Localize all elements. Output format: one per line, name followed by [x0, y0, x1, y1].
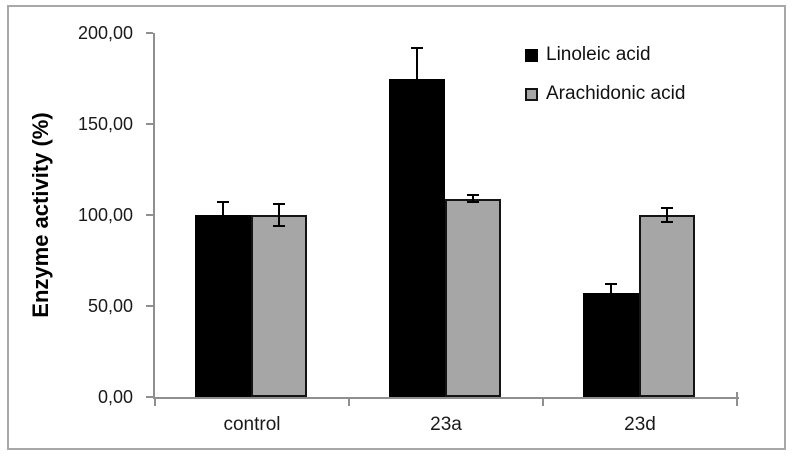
- error-bar-line: [278, 204, 280, 226]
- legend-label: Linoleic acid: [546, 44, 651, 65]
- error-bar-cap-top: [273, 203, 285, 206]
- x-axis-tick: [736, 399, 738, 406]
- x-axis-tick: [542, 399, 544, 406]
- legend-label: Arachidonic acid: [546, 83, 686, 104]
- legend-item: Linoleic acid: [525, 44, 685, 66]
- error-bar-line: [222, 202, 224, 228]
- y-axis-tick: [146, 396, 153, 398]
- bar-23a-series1: [445, 198, 501, 397]
- x-axis-tick: [154, 399, 156, 406]
- error-bar-cap-top: [605, 283, 617, 286]
- error-bar-cap-top: [661, 206, 673, 209]
- error-bar-cap-bottom: [273, 224, 285, 227]
- y-tick-label: 150,00: [77, 114, 133, 134]
- error-bar-line: [666, 207, 668, 223]
- x-axis-label: 23d: [624, 414, 656, 435]
- x-axis-line: [153, 397, 739, 399]
- y-axis-tick: [146, 123, 153, 125]
- error-bar-line: [472, 194, 474, 203]
- y-axis-tick: [146, 32, 153, 34]
- legend-swatch-icon: [525, 87, 538, 101]
- error-bar-cap-bottom: [661, 221, 673, 224]
- x-axis-end-tick: [736, 392, 738, 397]
- error-bar-cap-bottom: [467, 201, 479, 204]
- y-tick-label: 200,00: [77, 23, 133, 43]
- error-bar-cap-top: [467, 193, 479, 196]
- error-bar-cap-top: [411, 46, 423, 49]
- legend-item: Arachidonic acid: [525, 83, 685, 105]
- x-axis-label: 23a: [430, 414, 462, 435]
- error-bar-cap-bottom: [605, 301, 617, 304]
- error-bar-cap-bottom: [411, 108, 423, 111]
- error-bar-cap-top: [217, 201, 229, 204]
- bar-control-series0: [195, 215, 251, 397]
- chart-border: [7, 5, 786, 450]
- x-axis-tick: [348, 399, 350, 406]
- error-bar-line: [416, 47, 418, 110]
- bar-23d-series0: [583, 293, 639, 397]
- bar-23a-series0: [389, 78, 445, 397]
- y-tick-label: 0,00: [97, 387, 133, 407]
- error-bar-cap-bottom: [217, 226, 229, 229]
- bar-control-series1: [251, 215, 307, 397]
- y-tick-label: 50,00: [87, 296, 133, 316]
- legend: Linoleic acid Arachidonic acid: [525, 44, 685, 122]
- bar-23d-series1: [639, 215, 695, 397]
- legend-swatch-icon: [525, 48, 538, 62]
- error-bar-line: [610, 284, 612, 303]
- x-axis-label: control: [223, 414, 281, 435]
- y-axis-tick: [146, 305, 153, 307]
- y-tick-label: 100,00: [77, 205, 133, 225]
- y-axis-line: [153, 33, 155, 397]
- y-axis-tick: [146, 214, 153, 216]
